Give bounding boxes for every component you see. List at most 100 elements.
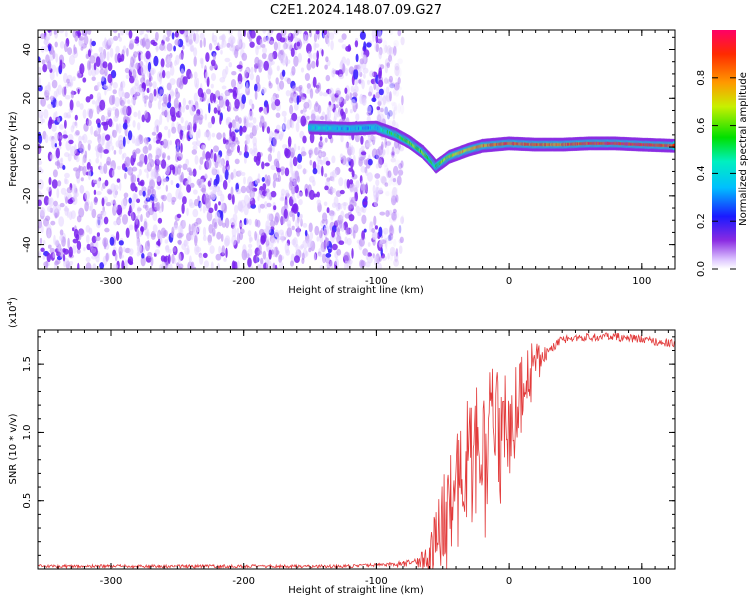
noise-blob	[42, 63, 48, 73]
noise-blob	[254, 83, 258, 92]
noise-blob	[269, 220, 276, 228]
noise-blob	[304, 34, 309, 44]
noise-blob	[202, 205, 206, 214]
noise-blob	[279, 80, 285, 90]
noise-blob	[324, 173, 328, 178]
noise-blob	[61, 86, 67, 97]
noise-blob	[207, 234, 212, 244]
noise-blob	[264, 162, 270, 167]
noise-blob	[116, 178, 121, 183]
noise-blob	[323, 224, 330, 236]
noise-blob	[216, 132, 223, 140]
noise-blob	[153, 55, 159, 67]
noise-blob	[316, 50, 320, 60]
x-tick-label: 100	[632, 576, 651, 587]
noise-blob	[152, 224, 158, 233]
noise-blob	[161, 152, 166, 159]
noise-blob	[263, 201, 268, 209]
noise-blob	[203, 37, 206, 48]
x-tick-label: -300	[100, 276, 123, 287]
colorbar-tick-label: 0.8	[696, 70, 707, 86]
noise-blob	[302, 239, 309, 249]
noise-blob	[220, 49, 223, 55]
noise-blob	[214, 211, 221, 222]
noise-blob	[324, 64, 328, 70]
noise-blob	[360, 183, 366, 194]
noise-blob	[199, 32, 205, 40]
noise-blob	[252, 142, 258, 153]
noise-blob	[144, 110, 149, 120]
noise-blob	[262, 30, 267, 34]
noise-blob	[182, 45, 185, 50]
noise-blob	[87, 30, 92, 35]
noise-blob	[275, 77, 279, 85]
noise-blob	[221, 222, 226, 228]
noise-blob	[86, 162, 91, 171]
noise-blob	[77, 262, 80, 269]
noise-blob	[192, 145, 198, 151]
noise-blob	[283, 116, 287, 123]
noise-blob	[398, 245, 403, 254]
noise-blob	[138, 168, 142, 176]
noise-blob	[378, 256, 382, 262]
noise-blob	[245, 144, 249, 152]
noise-blob	[181, 243, 187, 251]
noise-blob	[317, 162, 320, 170]
noise-blob	[156, 125, 159, 133]
noise-blob	[254, 231, 257, 241]
noise-blob	[378, 226, 383, 238]
noise-blob	[107, 62, 113, 72]
snr-multiplier: (x104)	[6, 297, 19, 328]
noise-blob	[284, 199, 288, 211]
noise-blob	[313, 253, 317, 261]
noise-blob	[347, 204, 352, 211]
noise-blob	[285, 249, 291, 256]
noise-blob	[222, 132, 226, 140]
noise-blob	[397, 103, 401, 114]
noise-blob	[234, 122, 240, 131]
noise-blob	[324, 185, 329, 191]
noise-blob	[230, 172, 234, 180]
noise-blob	[44, 134, 49, 144]
noise-blob	[157, 232, 160, 237]
noise-blob	[290, 151, 294, 159]
noise-blob	[391, 194, 396, 200]
noise-blob	[54, 260, 59, 266]
noise-blob	[112, 129, 117, 138]
noise-blob	[213, 39, 217, 46]
noise-blob	[214, 161, 219, 169]
noise-blob	[389, 225, 394, 236]
noise-blob	[146, 193, 150, 200]
noise-blob	[52, 253, 56, 258]
noise-blob	[375, 186, 380, 198]
noise-blob	[145, 50, 151, 60]
noise-blob	[174, 39, 180, 46]
noise-blob	[358, 158, 363, 167]
noise-blob	[137, 110, 141, 120]
noise-blob	[91, 76, 96, 82]
noise-blob	[156, 160, 162, 165]
noise-blob	[248, 234, 252, 244]
noise-blob	[181, 105, 185, 113]
noise-blob	[152, 211, 158, 222]
noise-blob	[82, 77, 87, 83]
noise-blob	[146, 162, 152, 172]
noise-blob	[188, 171, 194, 176]
noise-blob	[382, 94, 389, 104]
noise-blob	[157, 132, 163, 139]
noise-blob	[95, 56, 101, 68]
noise-blob	[60, 157, 64, 163]
noise-blob	[198, 117, 203, 125]
noise-blob	[213, 107, 218, 114]
noise-blob	[155, 31, 159, 41]
noise-blob	[261, 60, 264, 70]
noise-blob	[325, 74, 331, 82]
noise-blob	[400, 103, 405, 115]
noise-blob	[82, 133, 88, 144]
noise-blob	[381, 101, 386, 111]
noise-blob	[226, 149, 233, 157]
noise-blob	[398, 169, 404, 176]
noise-blob	[320, 227, 323, 237]
noise-blob	[300, 151, 307, 157]
noise-blob	[159, 148, 163, 155]
